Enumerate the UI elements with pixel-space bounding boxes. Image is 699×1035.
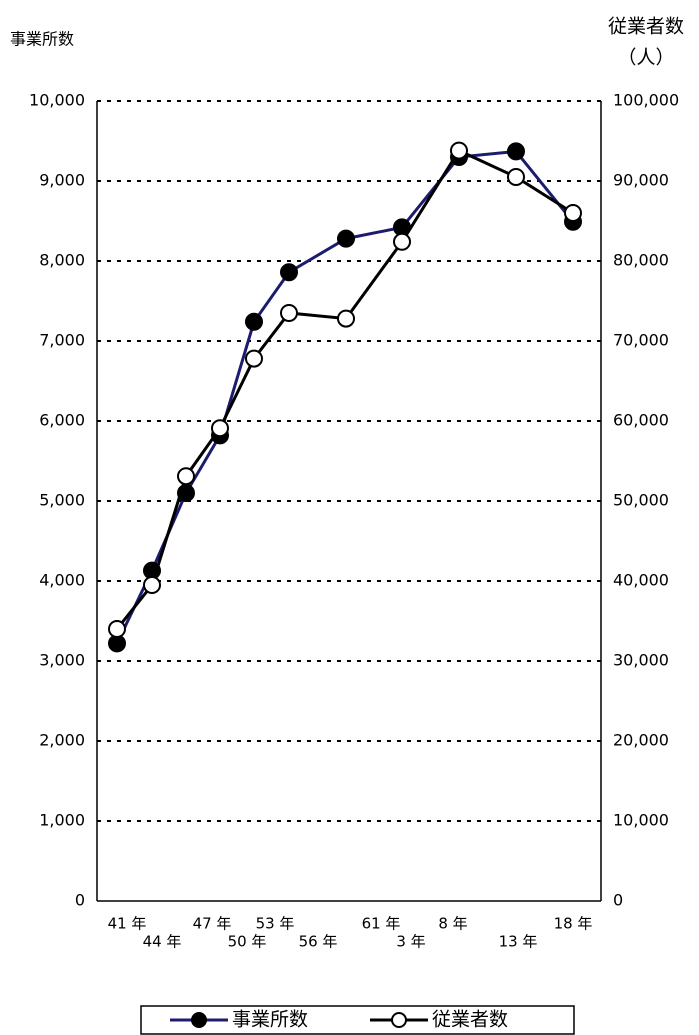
y2-tick-label: 20,000 [613, 731, 669, 750]
y-tick-label: 3,000 [39, 651, 85, 670]
y2-tick-label: 50,000 [613, 491, 669, 510]
point [337, 309, 355, 328]
legend-marker [191, 1012, 207, 1028]
point [564, 204, 582, 222]
x-tick-label: 18 年 [554, 915, 593, 933]
point [108, 620, 126, 638]
y2-axis-title: 従業者数 [608, 16, 684, 38]
point [280, 304, 298, 322]
y2-tick-label: 60,000 [613, 411, 669, 430]
point [143, 576, 161, 594]
x-tick-label: 44 年 [143, 933, 182, 951]
y-tick-label: 8,000 [39, 251, 85, 270]
y-tick-label: 0 [75, 891, 85, 910]
point [507, 142, 525, 161]
point [337, 229, 355, 248]
y-tick-label: 5,000 [39, 491, 85, 510]
y-tick-label: 9,000 [39, 171, 85, 190]
x-tick-label: 61 年 [362, 915, 401, 933]
point [450, 141, 468, 160]
legend-label: 事業所数 [232, 1009, 308, 1031]
y-tick-label: 10,000 [29, 91, 85, 110]
series-line [115, 148, 574, 630]
x-tick-label: 13 年 [499, 933, 538, 951]
x-tick-label: 53 年 [256, 915, 295, 933]
point [507, 168, 525, 186]
y2-tick-label: 70,000 [613, 331, 669, 350]
x-tick-label: 47 年 [193, 915, 232, 933]
y2-tick-label: 90,000 [613, 171, 669, 190]
x-tick-label: 56 年 [299, 933, 338, 951]
y2-tick-label: 0 [613, 891, 623, 910]
point [245, 349, 263, 368]
y-tick-label: 7,000 [39, 331, 85, 350]
point [177, 484, 195, 502]
point [393, 232, 411, 251]
y2-tick-label: 30,000 [613, 651, 669, 670]
y-tick-label: 2,000 [39, 731, 85, 750]
legend-marker [391, 1012, 407, 1028]
point [211, 419, 229, 438]
y-tick-label: 1,000 [39, 811, 85, 830]
point [245, 312, 263, 331]
y2-axis-unit: （人） [617, 47, 674, 69]
y2-tick-label: 80,000 [613, 251, 669, 270]
y2-tick-label: 100,000 [613, 91, 679, 110]
legend-box [140, 1005, 575, 1035]
y-tick-label: 4,000 [39, 571, 85, 590]
y-axis-title: 事業所数 [10, 30, 74, 49]
legend-label: 従業者数 [432, 1009, 508, 1031]
point [280, 263, 298, 282]
point [177, 467, 195, 486]
x-tick-label: 8 年 [438, 915, 467, 933]
x-tick-label: 3 年 [396, 933, 425, 951]
series-line [115, 149, 575, 645]
y-tick-label: 6,000 [39, 411, 85, 430]
y2-tick-label: 40,000 [613, 571, 669, 590]
x-tick-label: 41 年 [108, 915, 147, 933]
y2-tick-label: 10,000 [613, 811, 669, 830]
x-tick-label: 50 年 [228, 933, 267, 951]
